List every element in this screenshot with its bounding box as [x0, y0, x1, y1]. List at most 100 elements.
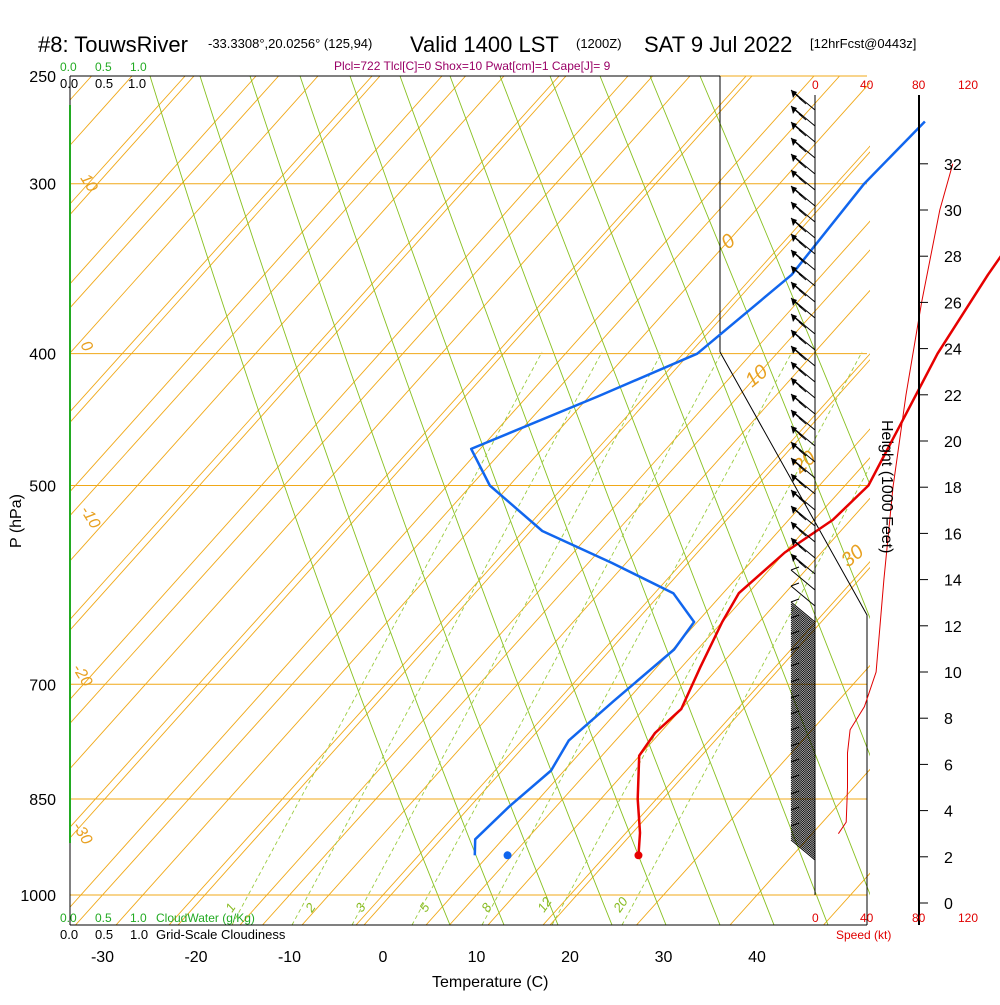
theta-label: 30: [837, 541, 868, 572]
bottom-cw-title: CloudWater (g/Kg): [156, 911, 255, 925]
height-tick-label: 14: [944, 573, 962, 590]
moist-adiabat: [250, 76, 558, 925]
temperature-tick-label: 10: [468, 949, 486, 966]
forecast-cycle: [12hrFcst@0443z]: [810, 36, 916, 51]
surface-dewpoint-marker: [504, 851, 512, 859]
top-speed-tick: 40: [860, 78, 874, 92]
dry-adiabat: [0, 76, 442, 925]
mixing-ratio-line: [482, 352, 792, 925]
height-tick-label: 6: [944, 757, 953, 774]
height-tick-label: 26: [944, 295, 962, 312]
isotherm: [0, 76, 653, 925]
height-tick-label: 18: [944, 480, 962, 497]
moist-adiabat: [400, 76, 720, 925]
height-tick-label: 28: [944, 249, 962, 266]
zulu-time: (1200Z): [576, 36, 622, 51]
bottom-cl-tick: 0.5: [95, 927, 113, 942]
bottom-speed-tick: 40: [860, 911, 874, 925]
bottom-speed-tick: 0: [812, 911, 819, 925]
temperature-tick-label: 40: [748, 949, 766, 966]
top-cw-tick: 0.5: [95, 60, 112, 74]
pressure-tick-label: 250: [29, 69, 56, 86]
dry-adiabat: [0, 76, 566, 925]
mixing-ratio-line: [352, 352, 662, 925]
moist-adiabat: [200, 76, 504, 925]
dry-adiabat: [0, 76, 752, 925]
dewpoint-profile: [471, 122, 925, 856]
height-tick-label: 20: [944, 434, 962, 451]
pressure-tick-label: 400: [29, 347, 56, 364]
pressure-tick-label: 1000: [20, 888, 56, 905]
dry-adiabat: [178, 76, 938, 925]
top-cl-tick: 0.5: [95, 76, 113, 91]
bottom-cloudiness-scale: 0.0 0.5 1.0 Grid-Scale Cloudiness: [60, 927, 286, 942]
height-tick-label: 10: [944, 665, 962, 682]
dry-adiabat: [0, 76, 8, 925]
height-tick-label: 0: [944, 896, 953, 913]
stats-line: Plcl=722 Tlcl[C]=0 Shox=10 Pwat[cm]=1 Ca…: [334, 59, 611, 73]
theta-label: 10: [741, 361, 772, 392]
mixing-ratio-line: [412, 352, 722, 925]
isotherm: [543, 76, 1000, 925]
height-tick-label: 8: [944, 711, 953, 728]
isotherm-label: -20: [69, 661, 96, 690]
bottom-cw-tick: 1.0: [130, 911, 147, 925]
bottom-cl-tick: 1.0: [130, 927, 148, 942]
height-tick-label: 4: [944, 804, 953, 821]
bottom-cw-tick: 0.5: [95, 911, 112, 925]
top-cloudwater-scale: 0.0 0.5 1.0: [60, 60, 147, 74]
bottom-cl-tick: 0.0: [60, 927, 78, 942]
dry-adiabat: [54, 76, 814, 925]
height-tick-label: 32: [944, 157, 962, 174]
wind-barb-tick: [791, 599, 799, 602]
station-title: #8: TouwsRiver: [38, 32, 188, 57]
top-cl-tick: 0.0: [60, 76, 78, 91]
moist-adiabat: [150, 76, 450, 925]
height-tick-label: 16: [944, 526, 962, 543]
dry-adiabat: [0, 76, 504, 925]
pressure-tick-label: 850: [29, 792, 56, 809]
top-cw-tick: 0.0: [60, 60, 77, 74]
dry-adiabat: [0, 76, 628, 925]
dry-adiabat: [426, 76, 1000, 925]
temperature-tick-label: -30: [91, 949, 114, 966]
mixing-ratio-label: 12: [534, 894, 555, 915]
temperature-tick-label: 20: [561, 949, 579, 966]
top-cloudiness-scale: 0.0 0.5 1.0: [60, 76, 146, 91]
valid-time: Valid 1400 LST: [410, 32, 559, 57]
isotherm: [0, 76, 746, 925]
mixing-ratio-label: 20: [610, 894, 632, 916]
bottom-speed-tick: 120: [958, 911, 978, 925]
top-cw-tick: 1.0: [130, 60, 147, 74]
mixing-ratio-label: 8: [478, 900, 495, 915]
isotherm-label: 10: [77, 171, 101, 195]
top-cl-tick: 1.0: [128, 76, 146, 91]
height-tick-label: 24: [944, 342, 962, 359]
isotherm: [169, 76, 933, 925]
height-tick-label: 22: [944, 388, 962, 405]
temperature-tick-label: 30: [655, 949, 673, 966]
surface-temperature-marker: [634, 851, 642, 859]
pressure-tick-label: 700: [29, 677, 56, 694]
height-tick-label: 30: [944, 203, 962, 220]
speed-axis-title: Speed (kt): [836, 928, 891, 942]
dry-adiabat: [550, 76, 1000, 925]
wind-barb-shaft: [791, 586, 815, 606]
x-axis-title: Temperature (C): [432, 974, 548, 991]
isotherm: [0, 76, 185, 925]
isotherm-label: -30: [69, 819, 96, 848]
height-tick-label: 12: [944, 619, 962, 636]
moist-adiabat: [550, 76, 882, 925]
height-axis-title: Height (1000 Feet): [878, 420, 895, 553]
isotherm-label: 0: [77, 338, 96, 355]
dry-adiabat: [116, 76, 876, 925]
dry-adiabat: [0, 76, 690, 925]
bottom-speed-tick: 80: [912, 911, 926, 925]
bottom-speed-scale: 0 40 80 120 Speed (kt): [812, 911, 978, 942]
forecast-date: SAT 9 Jul 2022: [644, 32, 792, 57]
top-speed-tick: 80: [912, 78, 926, 92]
top-speed-tick: 120: [958, 78, 978, 92]
